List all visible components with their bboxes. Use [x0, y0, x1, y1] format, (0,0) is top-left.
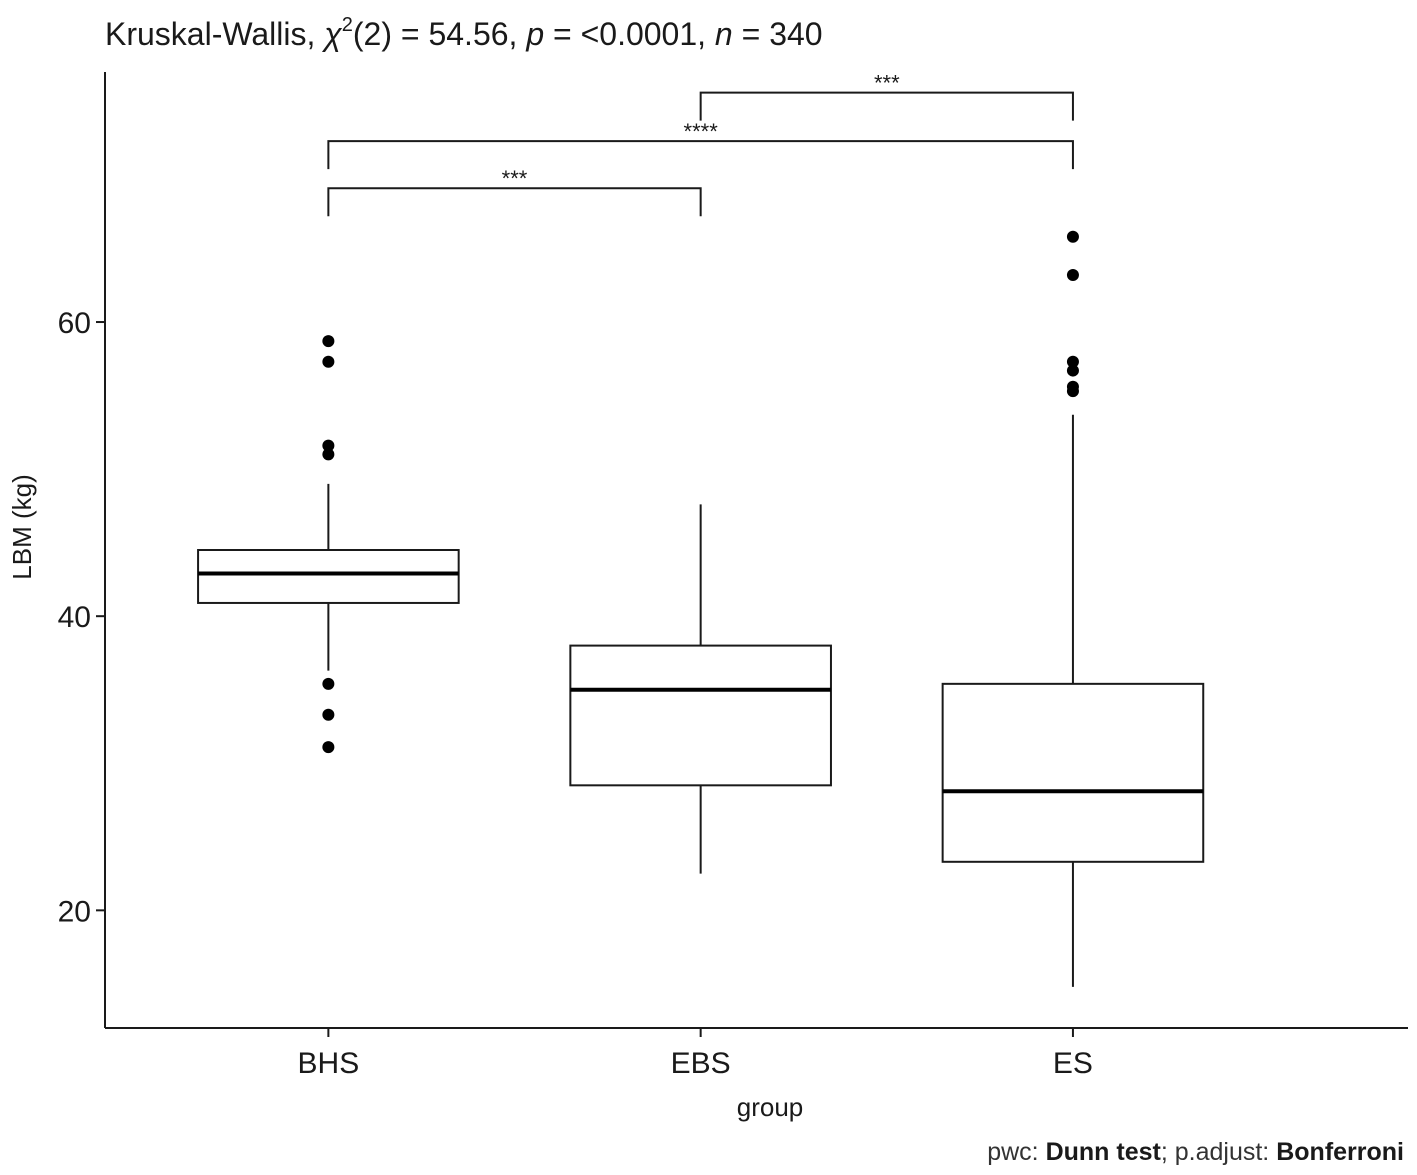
outlier-point [322, 335, 335, 348]
caption-pwc-prefix: pwc: [987, 1138, 1045, 1166]
box-iqr [569, 644, 832, 787]
box-group-ebs [569, 504, 832, 874]
title-df-statistic: (2) = 54.56, [353, 16, 526, 52]
box-iqr [941, 682, 1205, 863]
box-group-bhs [197, 335, 460, 754]
y-tick-label: 20 [58, 895, 91, 928]
outlier-point [322, 448, 335, 461]
title-chi-symbol: χ [321, 16, 342, 52]
outlier-point [322, 741, 335, 754]
caption-pwc-method: Dunn test [1046, 1138, 1162, 1166]
y-tick-label: 60 [58, 307, 91, 340]
outlier-point [322, 708, 335, 721]
outlier-point [1066, 230, 1079, 243]
significance-label: **** [684, 119, 719, 144]
title-prefix: Kruskal-Wallis, [105, 16, 324, 52]
title-n-label: n [715, 16, 733, 52]
box-iqr [197, 549, 460, 604]
x-tick-label: BHS [298, 1047, 360, 1080]
outlier-point [1066, 355, 1079, 368]
significance-bracket [327, 187, 702, 217]
significance-label: *** [874, 71, 900, 96]
y-tick-label: 40 [58, 601, 91, 634]
outlier-point [1066, 385, 1079, 398]
significance-bracket [699, 91, 1074, 121]
outlier-point [1066, 268, 1079, 281]
caption-adjust-prefix: ; p.adjust: [1161, 1138, 1276, 1166]
caption-adjust-method: Bonferroni [1276, 1138, 1404, 1166]
x-axis-title: group [737, 1092, 804, 1122]
title-n-value: = 340 [733, 16, 823, 52]
box-group-es [941, 230, 1205, 987]
outlier-point [322, 355, 335, 368]
x-tick-label: ES [1053, 1047, 1093, 1080]
chart-title: Kruskal-Wallis, χ2(2) = 54.56, p = <0.00… [105, 14, 823, 52]
title-chi-superscript: 2 [342, 14, 353, 36]
caption: pwc: Dunn test; p.adjust: Bonferroni [987, 1138, 1404, 1166]
title-p-value: = <0.0001, [544, 16, 715, 52]
significance-bracket [327, 140, 1074, 170]
x-tick-label: EBS [671, 1047, 731, 1080]
significance-label: *** [502, 166, 528, 191]
outlier-point [322, 439, 335, 452]
outlier-point [322, 677, 335, 690]
y-axis-title: LBM (kg) [7, 474, 37, 579]
title-p-label: p [525, 16, 544, 52]
outlier-point [1066, 364, 1079, 377]
